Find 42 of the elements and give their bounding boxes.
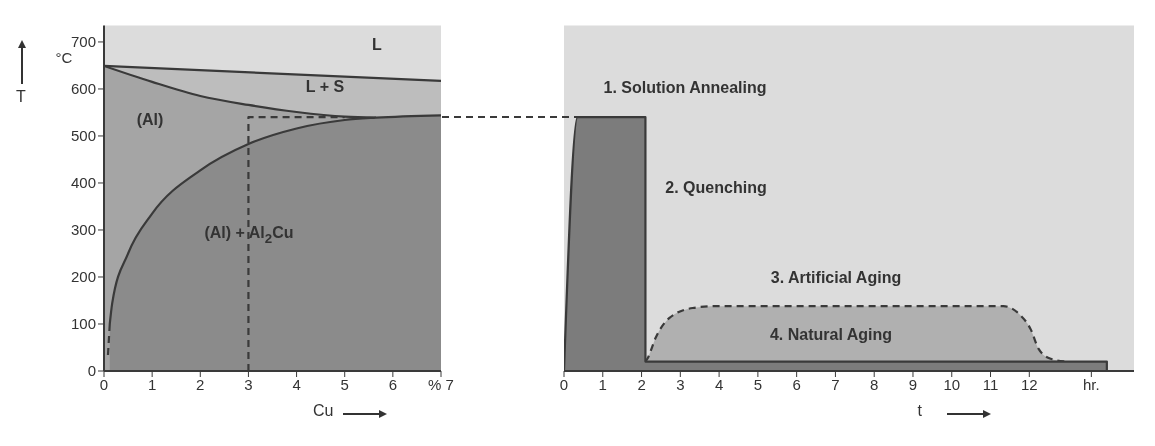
- x-tick-label: hr.: [1083, 375, 1100, 393]
- annotation: L: [372, 36, 382, 54]
- x-tick-label: 0: [559, 375, 569, 393]
- x-tick-label: 6: [388, 375, 398, 393]
- x-tick-label: 1: [598, 375, 607, 393]
- x-tick-label: 4: [714, 375, 724, 393]
- x-tick-label: 4: [292, 375, 301, 393]
- x-tick-label: 2: [637, 375, 646, 393]
- x-tick-label: 12: [1020, 375, 1038, 393]
- x-tick-label: 3: [244, 375, 253, 393]
- x-tick-label: 2: [196, 375, 205, 393]
- y-tick-label: 100: [70, 315, 96, 333]
- x-axis-title: t: [917, 402, 922, 420]
- annotation: 4. Natural Aging: [769, 326, 893, 344]
- y-tick-label: 300: [70, 221, 96, 239]
- annotation: (Al): [136, 111, 164, 129]
- y-tick-label: 500: [70, 127, 96, 145]
- y-tick-label: 600: [70, 80, 96, 98]
- x-tick-label: % 7: [428, 375, 454, 393]
- annotation: 3. Artificial Aging: [770, 269, 902, 287]
- y-tick-label: 200: [70, 268, 96, 286]
- annotation: 2. Quenching: [665, 179, 767, 197]
- text: °C: [55, 48, 73, 66]
- x-tick-label: 7: [831, 375, 840, 393]
- y-axis-title: T: [16, 88, 26, 106]
- x-tick-label: 10: [943, 375, 961, 393]
- annotation: 1. Solution Annealing: [603, 79, 767, 97]
- x-tick-label: 11: [982, 375, 999, 393]
- x-tick-label: 6: [792, 375, 801, 393]
- y-tick-label: 400: [70, 174, 96, 192]
- y-tick-label: 0: [87, 362, 96, 380]
- annotation: (Al) + Al$_{2}$Cu: [204, 224, 294, 246]
- x-axis-title: Cu: [312, 402, 334, 420]
- x-tick-label: 5: [753, 375, 763, 393]
- x-tick-label: 3: [676, 375, 685, 393]
- x-tick-label: 8: [870, 375, 879, 393]
- x-tick-label: 9: [908, 375, 918, 393]
- y-tick-label: 700: [70, 33, 96, 51]
- x-tick-label: 5: [340, 375, 349, 393]
- x-tick-label: 0: [99, 375, 109, 393]
- annotation: L + S: [305, 78, 345, 96]
- x-tick-label: 1: [147, 375, 157, 393]
